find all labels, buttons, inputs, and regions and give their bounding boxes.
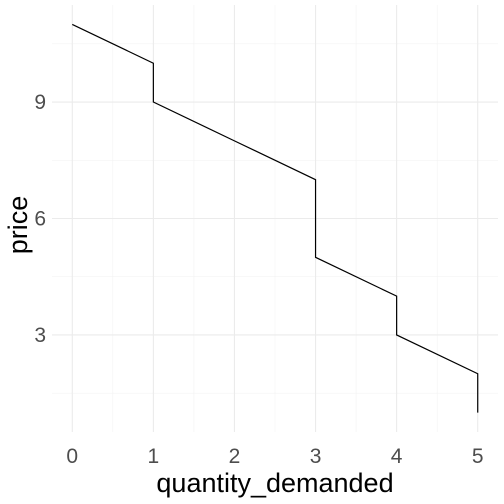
y-tick-label: 6 [34, 208, 46, 231]
x-tick-label: 1 [148, 445, 160, 468]
x-tick-labels: 0 1 2 3 4 5 [66, 445, 483, 468]
y-tick-label: 9 [34, 91, 46, 114]
price-quantity-line [72, 23, 479, 413]
x-tick-label: 2 [229, 445, 241, 468]
y-axis-title: price [3, 196, 33, 255]
y-tick-label: 3 [34, 324, 46, 347]
x-tick-label: 0 [66, 445, 78, 468]
x-tick-label: 5 [472, 445, 484, 468]
y-tick-labels: 3 6 9 [34, 91, 46, 347]
series-layer [72, 23, 479, 413]
x-axis-title: quantity_demanded [156, 468, 393, 498]
x-tick-label: 3 [310, 445, 322, 468]
x-tick-label: 4 [391, 445, 403, 468]
